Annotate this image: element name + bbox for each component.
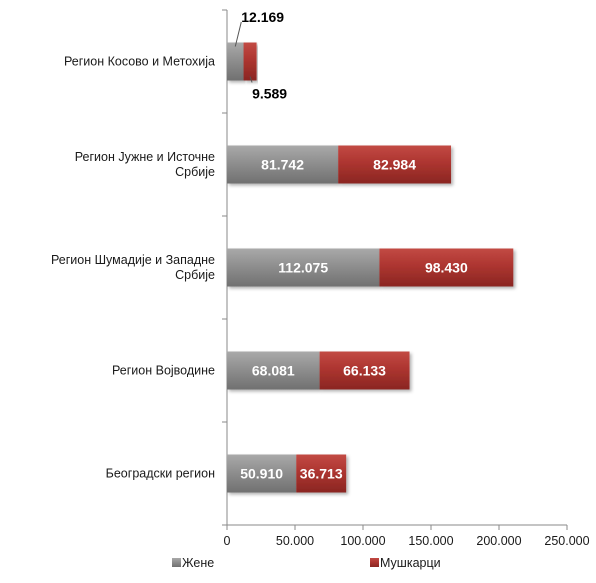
- bar-zhene: [227, 42, 244, 81]
- bars-layer: [227, 42, 514, 493]
- legend-swatch: [172, 558, 181, 567]
- category-label: Регион Косово и Метохија: [64, 55, 215, 69]
- legend-label: Мушкарци: [380, 556, 441, 570]
- x-tick-label: 100.000: [340, 534, 385, 548]
- bar-zhene: [227, 248, 380, 287]
- bar-zhene: [227, 454, 297, 493]
- bar-mushkarci: [338, 145, 452, 184]
- bar-zhene: [227, 145, 339, 184]
- legend: Жене Мушкарци: [172, 556, 441, 570]
- category-label: Београдски регион: [106, 467, 215, 481]
- legend-swatch: [370, 558, 379, 567]
- x-tick-label: 150.000: [408, 534, 453, 548]
- axis-layer: 0 50.000 100.000 150.000 200.000 250.000 Регио…: [51, 9, 590, 548]
- category-label: Регион Шумадије и Западне Србије: [51, 253, 215, 282]
- labels-layer: 12.169 9.589 81.742 82.984 112.075 98.430 68.0…: [234, 9, 468, 482]
- x-tick-label: 50.000: [276, 534, 314, 548]
- data-label: 68.081: [252, 363, 295, 379]
- data-label: 66.133: [343, 363, 386, 379]
- data-label: 12.169: [241, 9, 284, 25]
- data-label: 112.075: [278, 260, 328, 276]
- data-label: 82.984: [373, 157, 416, 173]
- data-label: 36.713: [300, 466, 343, 482]
- category-label: Регион Јужне и Источне Србије: [75, 150, 215, 179]
- category-label: Регион Војводине: [112, 364, 215, 378]
- bar-mushkarci: [243, 42, 257, 81]
- bar-mushkarci: [379, 248, 514, 287]
- bar-mushkarci: [296, 454, 347, 493]
- data-label: 98.430: [425, 260, 468, 276]
- x-tick-label: 250.000: [544, 534, 589, 548]
- legend-label: Жене: [182, 556, 214, 570]
- x-tick-label: 0: [224, 534, 231, 548]
- leader-line: [249, 76, 253, 83]
- data-label: 81.742: [261, 157, 304, 173]
- data-label: 9.589: [252, 86, 287, 102]
- x-tick-label: 200.000: [476, 534, 521, 548]
- data-label: 50.910: [240, 466, 283, 482]
- leader-line: [234, 21, 242, 47]
- bar-zhene: [227, 351, 320, 390]
- bar-mushkarci: [319, 351, 410, 390]
